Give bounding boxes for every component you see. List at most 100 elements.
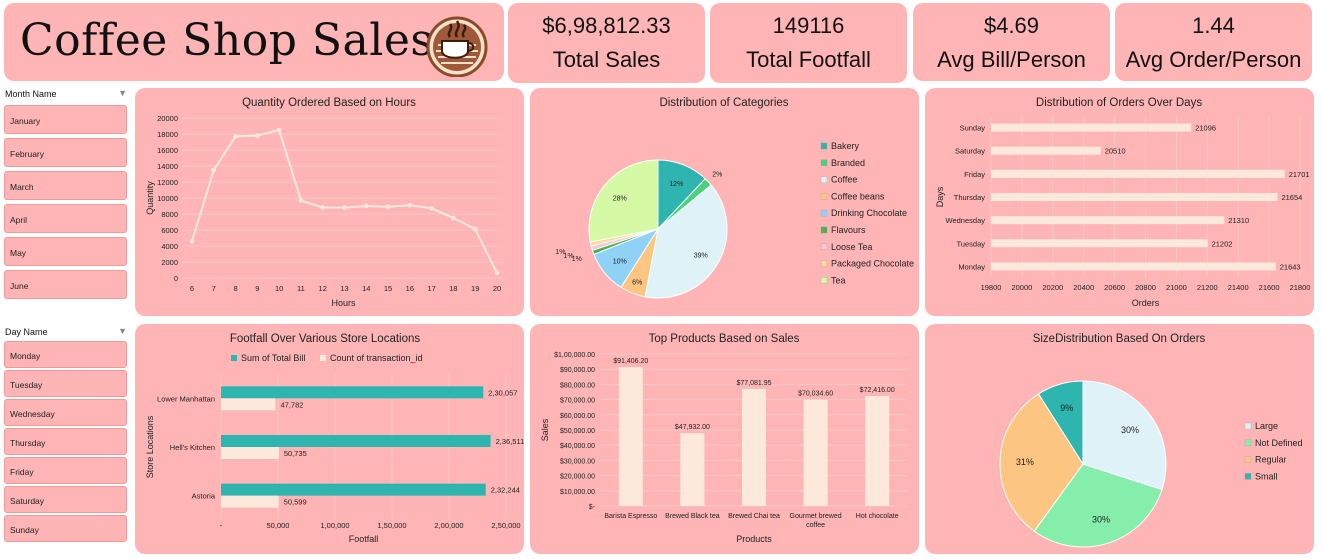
slicer-item-day[interactable]: Thursday [4, 428, 127, 455]
kpi-value: $4.69 [983, 13, 1040, 38]
y-tick-label: 0 [174, 274, 178, 283]
y-tick-label: $90,000.00 [560, 367, 595, 374]
y-tick-label: $20,000.00 [560, 474, 595, 481]
legend-swatch [320, 355, 326, 361]
days-bar-chart: Distribution of Orders Over Days 19800 200… [935, 97, 1311, 308]
x-tick-label: 20000 [1011, 283, 1032, 292]
footfall-bar-chart: Footfall Over Various Store Locations Sum… [145, 333, 524, 544]
clear-filter-icon[interactable]: ▼ [118, 326, 127, 336]
x-tick-label: 20800 [1135, 283, 1156, 292]
data-label: 21701 [1289, 170, 1310, 179]
pie-slice [1037, 380, 1084, 466]
data-label: $77,081.95 [736, 380, 771, 387]
x-tick-label: 20200 [1042, 283, 1063, 292]
legend-swatch [1244, 439, 1252, 446]
slicer-item-day[interactable]: Monday [4, 341, 127, 368]
x-tick-label: 19800 [981, 283, 1002, 292]
data-label: 2,30,057 [488, 388, 517, 397]
legend-swatch [820, 277, 828, 284]
bar [991, 262, 1276, 271]
y-tick-label: Wednesday [946, 216, 986, 225]
bar [221, 398, 276, 411]
x-tick-label: 6 [190, 284, 194, 293]
slicer-item-month[interactable]: March [4, 171, 127, 200]
legend-label: Packaged Chocolate [831, 259, 914, 269]
legend-label: Bakery [831, 141, 860, 151]
x-tick-label: 21800 [1290, 283, 1311, 292]
y-tick-label: Lower Manhattan [157, 394, 215, 403]
slicer-item-month[interactable]: February [4, 138, 127, 167]
x-tick-label: 21200 [1197, 283, 1218, 292]
x-tick-label: 10 [275, 284, 283, 293]
slice-label: 1% [555, 249, 565, 256]
products-bar-chart: Top Products Based on Sales $- $10,000.00 $… [540, 333, 908, 544]
y-tick-label: 16000 [157, 146, 178, 155]
slice-label: 1% [572, 256, 582, 263]
y-tick-label: 4000 [161, 242, 178, 251]
legend-label: Not Defined [1255, 438, 1303, 448]
slice-label: 10% [613, 259, 627, 266]
y-tick-label: Friday [964, 170, 985, 179]
bar [991, 239, 1208, 248]
y-tick-label: 14000 [157, 162, 178, 171]
clear-filter-icon[interactable]: ▼ [118, 88, 127, 98]
legend-swatch [820, 176, 828, 183]
day-slicer-header: Day Name [5, 327, 48, 337]
data-point [276, 127, 282, 133]
x-tick-label: 2,50,000 [491, 521, 520, 530]
y-tick-label: $50,000.00 [560, 428, 595, 435]
data-point [385, 204, 391, 210]
data-label: $91,406.20 [613, 358, 648, 365]
data-label: $70,034.60 [798, 391, 833, 398]
bar [991, 146, 1101, 155]
bar [991, 123, 1192, 132]
legend-label: Small [1255, 471, 1278, 481]
y-tick-label: $70,000.00 [560, 398, 595, 405]
y-tick-label: $1,00,000.00 [554, 352, 595, 359]
kpi-value: 149116 [772, 13, 845, 38]
kpi-value: 1.44 [1192, 13, 1235, 38]
products-chart-card: Top Products Based on Sales $- $10,000.00 $… [530, 324, 919, 554]
x-tick-label: 8 [233, 284, 237, 293]
data-point [320, 205, 326, 210]
bar [221, 435, 491, 447]
x-tick-label: coffee [806, 522, 825, 529]
day-slicer: Day Name ▼ Monday Tuesday Wednesday Thur… [0, 324, 131, 550]
legend-swatch [820, 210, 828, 217]
bar [803, 399, 828, 506]
data-point [298, 198, 304, 203]
slice-label: 2% [712, 171, 722, 178]
slice-label: 30% [1121, 425, 1139, 435]
slice-label: 28% [613, 195, 627, 202]
x-tick-label: 7 [212, 284, 216, 293]
slicer-item-day[interactable]: Wednesday [4, 399, 127, 426]
slicer-item-day[interactable]: Tuesday [4, 370, 127, 397]
y-tick-label: $10,000.00 [560, 489, 595, 496]
y-tick-label: 2000 [161, 258, 178, 267]
x-tick-label: 14 [362, 284, 370, 293]
x-tick-label: 9 [255, 284, 259, 293]
x-axis-label: Hours [331, 298, 356, 308]
y-tick-label: 6000 [161, 226, 178, 235]
data-label: $72,416.00 [860, 387, 895, 394]
slicer-item-day[interactable]: Sunday [4, 515, 127, 542]
legend-swatch [1244, 422, 1252, 430]
x-tick-label: Brewed Chai tea [728, 513, 780, 520]
slicer-item-month[interactable]: January [4, 105, 127, 134]
slicer-item-month[interactable]: May [4, 237, 127, 266]
x-tick-label: 18 [449, 284, 457, 293]
x-axis-label: Footfall [349, 534, 379, 544]
slicer-item-month[interactable]: April [4, 204, 127, 233]
x-tick-label: 17 [427, 284, 435, 293]
slicer-item-month[interactable]: June [4, 270, 127, 299]
y-tick-label: Astoria [192, 492, 216, 501]
y-tick-label: $- [589, 504, 596, 511]
x-tick-label: Gourmet brewed [790, 513, 842, 520]
x-tick-label: 2,00,000 [434, 521, 463, 530]
slicer-item-day[interactable]: Friday [4, 457, 127, 484]
chart-title: Distribution of Orders Over Days [1036, 97, 1202, 109]
data-label: $47,932.00 [675, 424, 710, 431]
slicer-item-day[interactable]: Saturday [4, 486, 127, 513]
y-tick-label: Sunday [960, 124, 986, 133]
legend-label: Flavours [831, 225, 866, 235]
